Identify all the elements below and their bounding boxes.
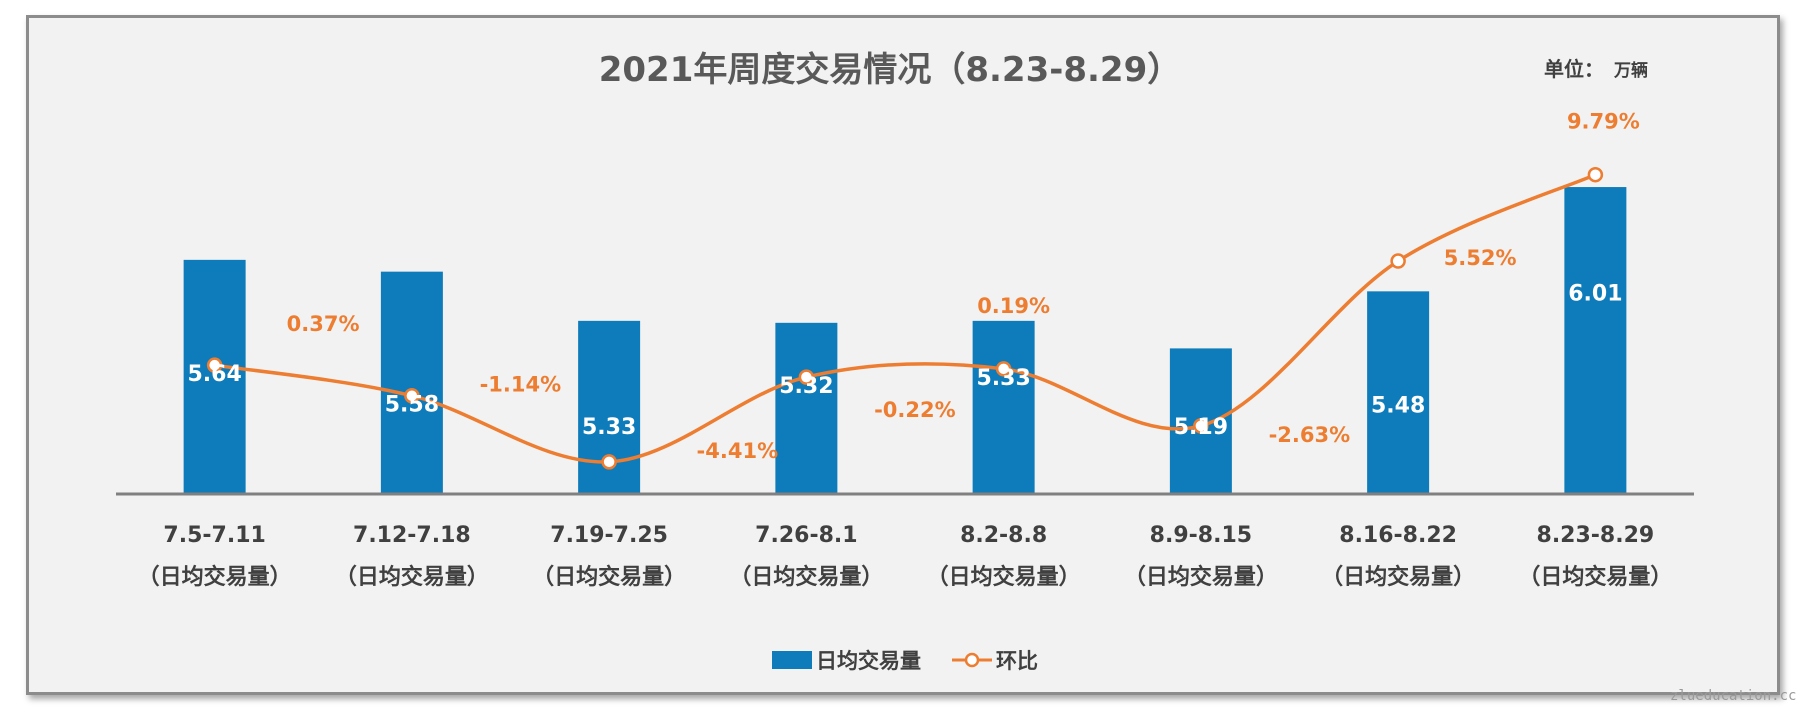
line-series (206, 166, 1604, 470)
bar-6 (1367, 291, 1430, 494)
legend: 日均交易量 环比 (772, 649, 1038, 673)
line-marker-4 (995, 361, 1012, 377)
x-tick-label-4: 8.2-8.8 (960, 523, 1047, 548)
bar-series (183, 187, 1627, 495)
bar-value-label-2: 5.33 (582, 415, 636, 440)
line-marker-5 (1193, 418, 1209, 434)
unit-value: 万辆 (1613, 60, 1648, 81)
bar-1 (380, 271, 443, 494)
x-axis-tick-labels: 7.5-7.11 （日均交易量） 7.12-7.18 （日均交易量） 7.19-7.25… (138, 523, 1673, 590)
chart-frame (26, 15, 1780, 695)
x-tick-sublabel-4: （日均交易量） (927, 564, 1081, 590)
line-marker-7 (1587, 166, 1604, 183)
bar-value-label-3: 5.32 (779, 374, 833, 399)
unit-label: 单位： (1544, 57, 1604, 81)
line-value-label-2: -4.41% (697, 439, 779, 463)
x-tick-sublabel-5: （日均交易量） (1124, 564, 1278, 590)
bar-value-label-5: 5.19 (1174, 415, 1228, 440)
x-tick-label-5: 8.9-8.15 (1150, 523, 1252, 548)
watermark: zlueducation.cc (1670, 688, 1796, 704)
line-value-label-0: 0.37% (287, 312, 360, 336)
bar-3 (775, 322, 838, 494)
legend-bar-swatch (772, 651, 812, 669)
bar-4 (972, 320, 1035, 494)
x-tick-label-0: 7.5-7.11 (163, 523, 265, 548)
line-marker-0 (206, 357, 223, 373)
bar-value-label-7: 6.01 (1568, 282, 1622, 307)
line-value-label-6: 5.52% (1444, 246, 1517, 270)
x-tick-sublabel-1: （日均交易量） (335, 564, 489, 590)
bar-0 (183, 259, 246, 494)
x-tick-sublabel-6: （日均交易量） (1321, 564, 1475, 590)
line-value-label-5: -2.63% (1269, 423, 1351, 447)
x-tick-label-1: 7.12-7.18 (353, 523, 471, 548)
x-tick-label-7: 8.23-8.29 (1537, 523, 1655, 548)
x-tick-label-6: 8.16-8.22 (1339, 523, 1457, 548)
bar-value-label-6: 5.48 (1371, 394, 1425, 419)
line-path (214, 173, 1597, 464)
bar-7 (1564, 187, 1627, 495)
line-marker-3 (798, 369, 815, 385)
x-tick-sublabel-2: （日均交易量） (532, 564, 686, 590)
x-tick-sublabel-0: （日均交易量） (138, 564, 292, 590)
legend-bar-label: 日均交易量 (816, 649, 921, 673)
bar-value-label-0: 5.64 (187, 362, 241, 387)
line-value-label-3: -0.22% (874, 398, 956, 422)
line-marker-1 (404, 387, 420, 404)
legend-line-marker (964, 652, 980, 668)
bar-value-label-4: 5.33 (976, 366, 1030, 391)
line-marker-2 (601, 454, 617, 470)
x-tick-sublabel-7: （日均交易量） (1518, 564, 1672, 590)
line-value-label-7: 9.79% (1567, 110, 1640, 134)
bar-data-labels: 5.64 5.58 5.33 5.32 5.33 5.19 5.48 6.01 (187, 282, 1622, 440)
line-value-label-4: 0.19% (977, 294, 1050, 318)
line-marker-6 (1390, 253, 1406, 269)
line-value-label-1: -1.14% (480, 373, 562, 397)
line-data-labels: 0.37% -1.14% -4.41% -0.22% 0.19% -2.63% 5.52% 9… (287, 110, 1640, 463)
bar-value-label-1: 5.58 (385, 393, 439, 418)
legend-line-label: 环比 (996, 649, 1038, 673)
x-tick-label-3: 7.26-8.1 (755, 523, 857, 548)
x-tick-sublabel-3: （日均交易量） (729, 564, 883, 590)
x-tick-label-2: 7.19-7.25 (550, 523, 668, 548)
chart-title: 2021年周度交易情况（8.23-8.29） (599, 50, 1182, 90)
